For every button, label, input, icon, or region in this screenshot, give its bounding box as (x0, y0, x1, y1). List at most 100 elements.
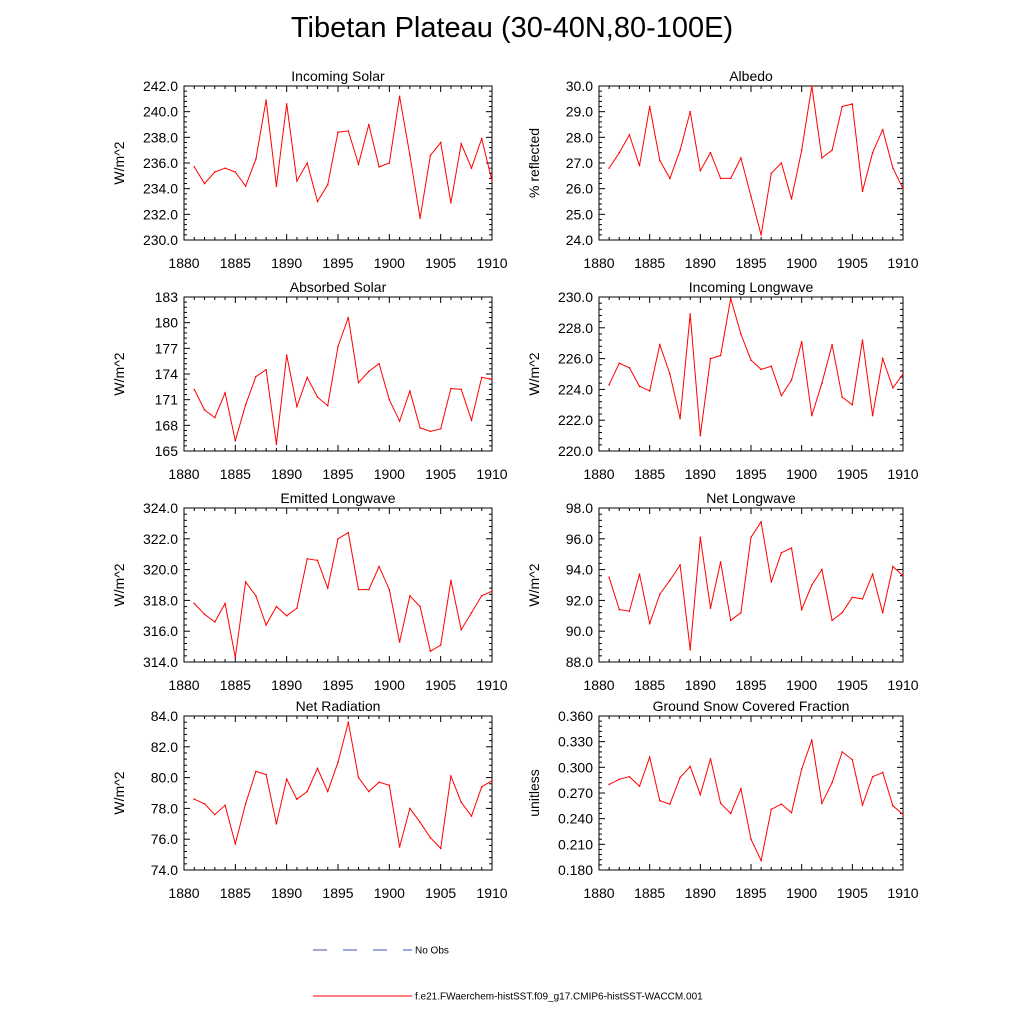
data-point (729, 619, 732, 622)
panel-title: Absorbed Solar (290, 279, 387, 295)
data-point (628, 133, 631, 136)
data-point (638, 573, 641, 576)
data-point (326, 790, 329, 793)
y-tick-label: 24.0 (566, 232, 593, 248)
data-point (760, 521, 762, 523)
x-tick-label: 1885 (220, 677, 251, 693)
chart-panel: Net Longwave W/m^2 1880 1885 1890 1895 1900 190… (526, 490, 919, 693)
series-line (608, 520, 904, 650)
data-point (326, 404, 329, 407)
data-point (368, 370, 370, 373)
x-tick-label: 1910 (887, 885, 918, 901)
data-point (689, 765, 691, 768)
y-axis-label: unitless (526, 769, 542, 816)
y-tick-label: 322.0 (143, 531, 178, 547)
data-point (491, 378, 493, 380)
series-line (194, 722, 493, 850)
data-point (234, 843, 237, 845)
data-point (491, 180, 493, 182)
data-point (480, 594, 483, 597)
panel-title: Albedo (729, 68, 773, 84)
x-tick-label: 1910 (887, 677, 918, 693)
data-point (871, 775, 874, 778)
data-point (790, 811, 793, 814)
data-point (689, 313, 691, 315)
data-point (719, 354, 722, 357)
data-point (388, 398, 391, 401)
data-point (347, 316, 350, 319)
x-tick-label: 1890 (271, 255, 302, 271)
data-point (224, 392, 226, 394)
data-point (871, 414, 874, 417)
panel-title: Incoming Longwave (689, 279, 814, 295)
y-tick-label: 0.180 (558, 862, 593, 878)
y-tick-label: 238.0 (143, 129, 178, 145)
data-point (368, 123, 370, 126)
y-axis-label: % reflected (526, 128, 542, 198)
data-point (790, 547, 793, 549)
y-tick-label: 240.0 (143, 104, 178, 120)
data-point (285, 103, 288, 105)
data-point (234, 171, 237, 173)
data-point (316, 559, 319, 562)
data-point (296, 607, 298, 609)
x-tick-label: 1885 (220, 885, 251, 901)
y-tick-label: 232.0 (143, 206, 178, 222)
y-tick-label: 177 (155, 340, 179, 356)
data-point (740, 787, 742, 790)
data-point (861, 339, 864, 341)
x-tick-label: 1905 (837, 255, 868, 271)
data-point (729, 297, 732, 300)
data-point (378, 781, 380, 784)
data-point (841, 611, 843, 614)
panel-title: Net Radiation (296, 698, 381, 714)
y-tick-label: 92.0 (566, 592, 593, 608)
y-tick-label: 224.0 (558, 381, 593, 397)
y-tick-label: 236.0 (143, 155, 178, 171)
y-axis-label: W/m^2 (111, 771, 127, 814)
data-point (419, 821, 421, 824)
data-point (719, 177, 722, 180)
y-tick-label: 80.0 (151, 770, 178, 786)
data-point (398, 846, 401, 848)
y-tick-label: 26.0 (566, 181, 593, 197)
x-tick-label: 1885 (634, 677, 665, 693)
data-point (337, 761, 339, 763)
data-point (439, 427, 442, 430)
series-line (193, 531, 493, 658)
x-tick-label: 1900 (374, 885, 405, 901)
data-point (902, 187, 904, 190)
data-point (357, 163, 360, 166)
data-point (669, 177, 671, 180)
x-tick-label: 1910 (476, 466, 507, 482)
data-point (892, 387, 894, 389)
y-tick-label: 76.0 (151, 831, 178, 847)
data-point (429, 154, 432, 157)
data-point (881, 128, 884, 131)
data-point (439, 847, 442, 850)
data-point (811, 739, 813, 741)
x-tick-label: 1880 (583, 677, 614, 693)
data-point (234, 439, 237, 442)
y-tick-label: 242.0 (143, 78, 178, 94)
data-point (224, 602, 226, 605)
data-point (378, 565, 380, 568)
y-tick-label: 0.330 (558, 734, 593, 750)
data-point (892, 565, 894, 568)
data-point (480, 376, 483, 379)
y-tick-label: 96.0 (566, 531, 593, 547)
data-point (821, 802, 823, 805)
y-tick-label: 234.0 (143, 181, 178, 197)
plot-frame (598, 507, 904, 663)
data-point (398, 95, 401, 98)
x-tick-label: 1895 (735, 255, 766, 271)
data-point (450, 775, 452, 777)
y-tick-label: 230.0 (143, 232, 178, 248)
data-point (608, 167, 610, 169)
data-point (460, 801, 463, 804)
x-tick-label: 1890 (271, 466, 302, 482)
y-axis-label: W/m^2 (526, 563, 542, 606)
data-point (648, 105, 651, 108)
data-point (679, 776, 681, 779)
data-point (296, 405, 298, 408)
